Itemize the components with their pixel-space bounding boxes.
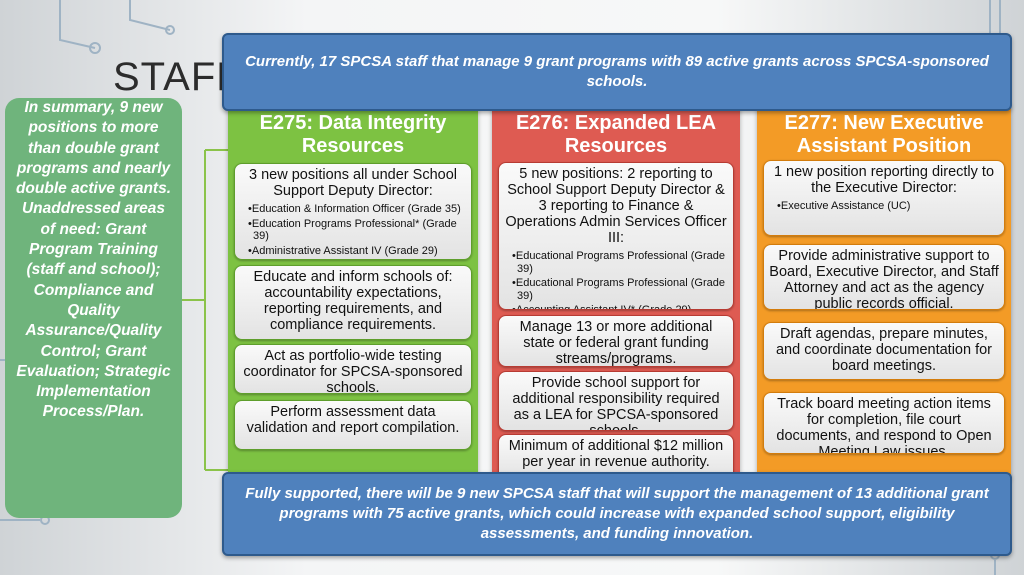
bullet: Education & Information Officer (Grade 3… [248, 203, 466, 216]
card-text: Provide school support for additional re… [512, 375, 720, 431]
card-text: Provide administrative support to Board,… [769, 248, 999, 310]
card: Provide school support for additional re… [498, 371, 734, 431]
card-text: 1 new position reporting directly to the… [773, 164, 995, 196]
summary-sidebar: In summary, 9 new positions to more than… [5, 98, 182, 518]
column-title: E277: New Executive Assistant Position [784, 112, 984, 157]
column-title: E275: Data Integrity Resources [259, 112, 447, 157]
bullet: Education Programs Professional* (Grade … [248, 218, 466, 243]
card: Manage 13 or more additional state or fe… [498, 315, 734, 367]
card-text: 3 new positions all under School Support… [249, 167, 457, 199]
card-text: Act as portfolio-wide testing coordinato… [243, 348, 463, 394]
card-text: Educate and inform schools of: accountab… [253, 269, 453, 333]
bullet: Administrative Assistant IV (Grade 29) [248, 245, 466, 258]
card: Perform assessment data validation and r… [234, 400, 472, 450]
bullet-list: Educational Programs Professional (Grade… [504, 250, 728, 309]
title-fragment: STAFF [113, 55, 242, 99]
card-text: Track board meeting action items for com… [776, 396, 992, 454]
card: Track board meeting action items for com… [763, 392, 1005, 454]
card-text: Minimum of additional $12 million per ye… [508, 438, 724, 470]
card-text: Manage 13 or more additional state or fe… [519, 319, 713, 367]
bullet: Educational Programs Professional (Grade… [512, 250, 728, 275]
card-text: 5 new positions: 2 reporting to School S… [505, 166, 727, 246]
card: Draft agendas, prepare minutes, and coor… [763, 322, 1005, 380]
card: 1 new position reporting directly to the… [763, 160, 1005, 236]
bottom-banner: Fully supported, there will be 9 new SPC… [222, 472, 1012, 556]
card: Educate and inform schools of: accountab… [234, 265, 472, 340]
bullet: Educational Programs Professional (Grade… [512, 277, 728, 302]
bullet: Executive Assistance (UC) [777, 200, 999, 213]
card: Act as portfolio-wide testing coordinato… [234, 344, 472, 394]
card-text: Perform assessment data validation and r… [246, 404, 460, 436]
bullet-list: Education & Information Officer (Grade 3… [240, 203, 466, 257]
top-banner: Currently, 17 SPCSA staff that manage 9 … [222, 33, 1012, 111]
card: 5 new positions: 2 reporting to School S… [498, 162, 734, 310]
card: 3 new positions all under School Support… [234, 163, 472, 260]
bullet-list: Executive Assistance (UC) [769, 200, 999, 213]
bullet: Accounting Assistant IV* (Grade 29) [512, 304, 728, 309]
card-text: Draft agendas, prepare minutes, and coor… [775, 326, 993, 374]
column-title: E276: Expanded LEA Resources [515, 112, 717, 157]
card: Provide administrative support to Board,… [763, 244, 1005, 310]
